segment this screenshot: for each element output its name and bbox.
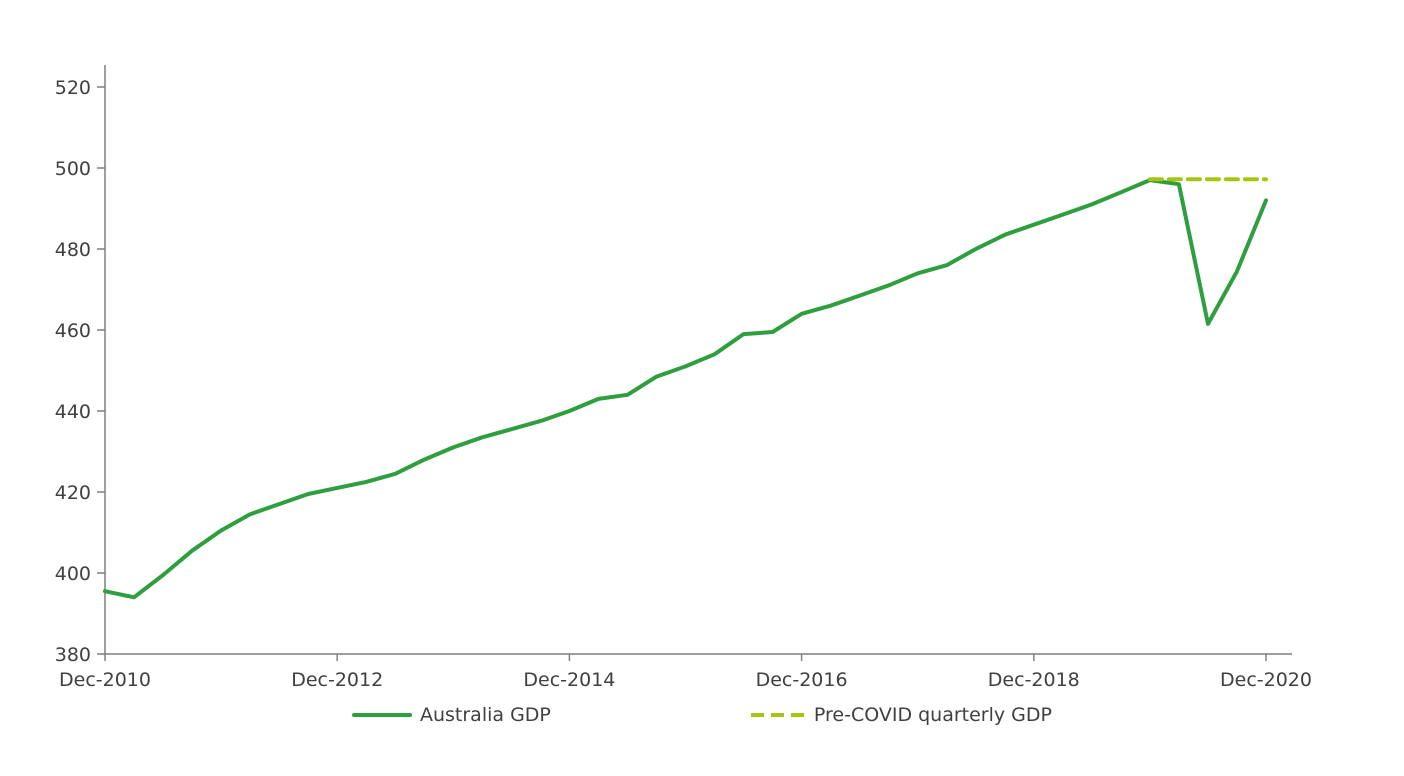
legend-item-pre-covid-gdp: Pre-COVID quarterly GDP — [750, 704, 1052, 726]
x-axis-tick-label: Dec-2014 — [523, 669, 615, 691]
x-axis-tick-label: Dec-2010 — [59, 669, 151, 691]
y-axis-tick-label: 500 — [55, 158, 91, 180]
chart-legend: Australia GDP Pre-COVID quarterly GDP — [0, 704, 1404, 726]
y-axis-tick-label: 380 — [55, 644, 91, 666]
y-axis-tick-label: 400 — [55, 563, 91, 585]
series-layer — [103, 177, 1268, 600]
dashed-line-swatch-icon — [750, 713, 806, 717]
y-axis-tick-label: 420 — [55, 482, 91, 504]
labels-layer: 380 400 420 440 460 480 500 520 Dec-2010 Dec-2012… — [55, 77, 1312, 691]
axes-layer — [97, 65, 1292, 661]
legend-item-australia-gdp: Australia GDP — [351, 704, 551, 726]
x-axis-tick-label: Dec-2012 — [291, 669, 383, 691]
x-axis-tick-label: Dec-2016 — [756, 669, 848, 691]
x-axis-tick-label: Dec-2018 — [988, 669, 1080, 691]
x-axis-tick-label: Dec-2020 — [1220, 669, 1312, 691]
series-line-australia-gdp — [103, 178, 1268, 600]
y-axis-tick-label: 480 — [55, 239, 91, 261]
legend-label-pre-covid-gdp: Pre-COVID quarterly GDP — [813, 704, 1052, 726]
y-axis-tick-label: 440 — [55, 401, 91, 423]
y-axis-tick-label: 460 — [55, 320, 91, 342]
solid-line-swatch-icon — [351, 713, 412, 717]
legend-label-australia-gdp: Australia GDP — [419, 704, 551, 726]
y-axis-tick-label: 520 — [55, 77, 91, 99]
